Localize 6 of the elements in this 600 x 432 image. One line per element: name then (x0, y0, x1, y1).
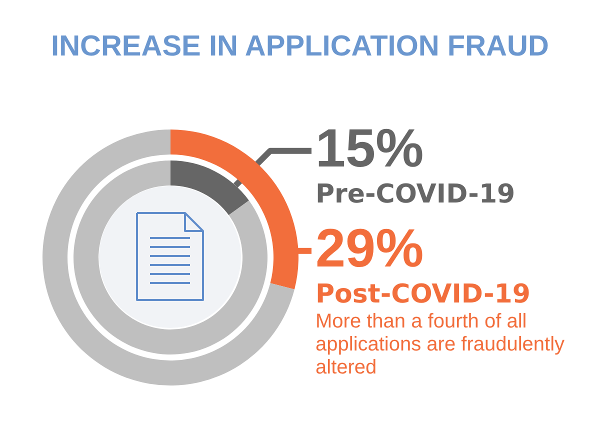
text: More than a fourth of all applications are fraudulently altered (316, 310, 565, 378)
slice-label: Pre-COVID-19 (316, 180, 516, 210)
data-label: 29% (316, 218, 424, 278)
data-label: 15% (316, 118, 424, 178)
chart-title: INCREASE IN APPLICATION FRAUD (51, 30, 549, 62)
slice-label: Post-COVID-19 (316, 280, 530, 310)
